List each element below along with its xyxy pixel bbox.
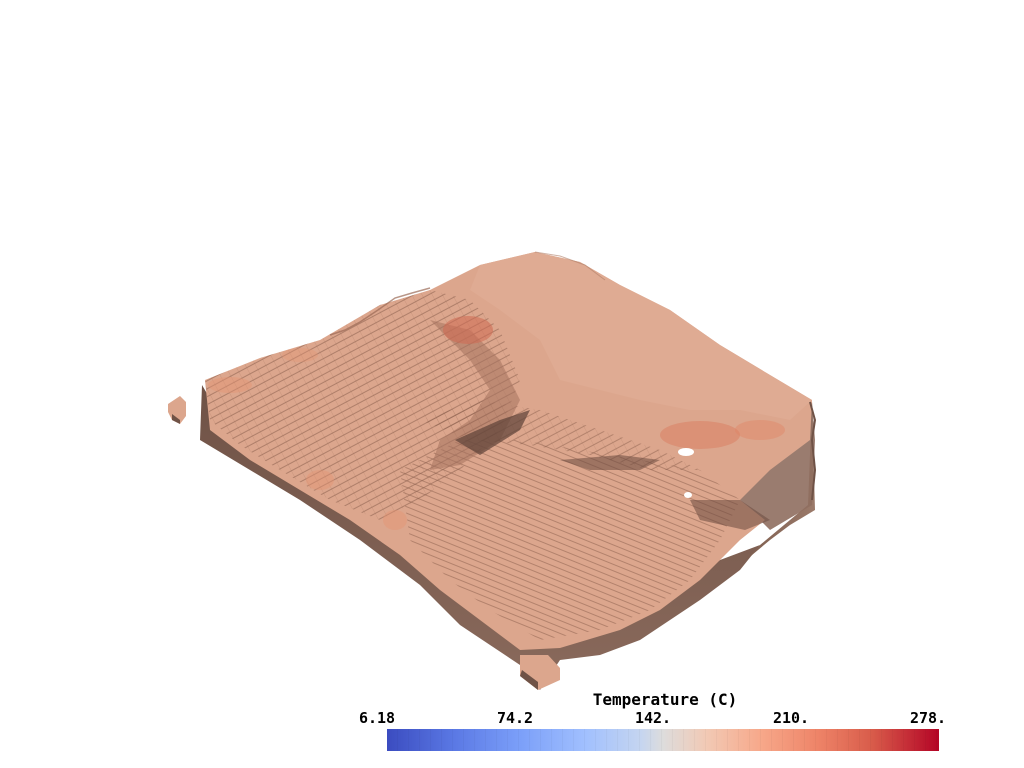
scalar-bar-colormap [387,729,939,751]
scalar-bar-tick-label: 210. [772,709,810,727]
terrain-left-wall [200,385,760,690]
terrain-right-wall [740,402,815,565]
scalar-bar-tick-label: 142. [634,709,672,727]
scalar-bar-legend: Temperature (C) 6.18 74.2 142. 210. 278. [355,690,955,760]
scalar-bar-title: Temperature (C) [592,690,738,709]
scalar-bar-tick-label: 278. [909,709,947,727]
scalar-bar-tick-label: 6.18 [358,709,396,727]
scalar-bar-tick-label: 74.2 [496,709,534,727]
